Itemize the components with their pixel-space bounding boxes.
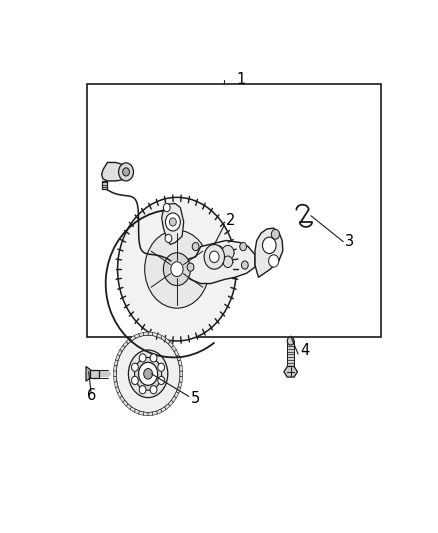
- Polygon shape: [102, 163, 130, 181]
- Circle shape: [223, 256, 233, 268]
- Polygon shape: [168, 400, 173, 406]
- Polygon shape: [123, 341, 128, 348]
- Text: 2: 2: [226, 213, 236, 228]
- Circle shape: [139, 386, 146, 394]
- Circle shape: [187, 263, 194, 271]
- Polygon shape: [179, 365, 183, 371]
- Polygon shape: [120, 345, 125, 352]
- Circle shape: [163, 204, 170, 212]
- Circle shape: [138, 362, 158, 385]
- Polygon shape: [139, 333, 144, 337]
- Circle shape: [212, 245, 224, 260]
- Circle shape: [271, 229, 279, 239]
- Circle shape: [131, 376, 138, 384]
- Circle shape: [150, 354, 157, 362]
- Polygon shape: [143, 412, 148, 416]
- Polygon shape: [90, 370, 99, 378]
- Polygon shape: [171, 396, 177, 402]
- Circle shape: [139, 354, 146, 362]
- Circle shape: [209, 251, 219, 263]
- Circle shape: [165, 235, 172, 243]
- Polygon shape: [116, 387, 120, 393]
- Text: 3: 3: [345, 234, 354, 249]
- Circle shape: [145, 230, 209, 308]
- Circle shape: [240, 243, 247, 251]
- Polygon shape: [174, 392, 179, 398]
- Polygon shape: [178, 382, 182, 388]
- Polygon shape: [117, 392, 122, 398]
- Polygon shape: [182, 240, 255, 284]
- Circle shape: [128, 350, 168, 398]
- Polygon shape: [113, 365, 117, 371]
- Text: 5: 5: [191, 391, 200, 406]
- Polygon shape: [130, 335, 135, 341]
- Polygon shape: [102, 181, 107, 189]
- Polygon shape: [126, 403, 131, 409]
- Polygon shape: [162, 204, 184, 245]
- Polygon shape: [171, 345, 177, 352]
- Circle shape: [204, 245, 224, 269]
- Circle shape: [192, 243, 199, 251]
- Polygon shape: [180, 371, 183, 377]
- Polygon shape: [143, 332, 148, 336]
- Polygon shape: [116, 354, 120, 361]
- Circle shape: [134, 358, 162, 390]
- Text: 4: 4: [300, 343, 309, 358]
- Polygon shape: [139, 411, 144, 415]
- Circle shape: [262, 237, 276, 254]
- Circle shape: [213, 256, 223, 268]
- Polygon shape: [177, 387, 181, 393]
- Polygon shape: [165, 403, 170, 409]
- Polygon shape: [123, 400, 128, 406]
- Circle shape: [123, 168, 130, 176]
- Polygon shape: [134, 409, 139, 414]
- Polygon shape: [255, 228, 283, 277]
- Circle shape: [241, 261, 248, 269]
- Circle shape: [268, 255, 279, 267]
- Polygon shape: [161, 407, 166, 412]
- Bar: [87, 84, 381, 337]
- Polygon shape: [114, 382, 118, 388]
- Circle shape: [222, 245, 234, 260]
- Circle shape: [116, 335, 180, 413]
- Polygon shape: [126, 338, 131, 344]
- Circle shape: [170, 218, 176, 226]
- Circle shape: [119, 163, 134, 181]
- Polygon shape: [284, 366, 297, 377]
- Polygon shape: [178, 360, 182, 366]
- Circle shape: [158, 376, 165, 384]
- Text: 1: 1: [237, 72, 246, 87]
- Polygon shape: [157, 409, 162, 414]
- Polygon shape: [148, 412, 153, 416]
- Polygon shape: [177, 354, 181, 361]
- Circle shape: [131, 363, 138, 372]
- Circle shape: [144, 368, 152, 379]
- Circle shape: [163, 253, 191, 286]
- Polygon shape: [168, 341, 173, 348]
- Circle shape: [287, 337, 294, 345]
- Polygon shape: [134, 334, 139, 338]
- Polygon shape: [86, 366, 90, 381]
- Polygon shape: [114, 360, 118, 366]
- Polygon shape: [152, 411, 157, 415]
- Polygon shape: [165, 338, 170, 344]
- Text: 6: 6: [87, 387, 96, 402]
- Polygon shape: [179, 376, 183, 382]
- Circle shape: [150, 386, 157, 394]
- Polygon shape: [174, 350, 179, 356]
- Polygon shape: [161, 335, 166, 341]
- Circle shape: [158, 363, 165, 372]
- Polygon shape: [120, 396, 125, 402]
- Polygon shape: [157, 334, 162, 338]
- Polygon shape: [130, 407, 135, 412]
- Polygon shape: [113, 371, 116, 377]
- Circle shape: [171, 262, 183, 277]
- Polygon shape: [113, 376, 117, 382]
- Polygon shape: [152, 333, 157, 337]
- Polygon shape: [117, 350, 122, 356]
- Circle shape: [117, 197, 237, 341]
- Polygon shape: [148, 332, 153, 336]
- Circle shape: [166, 213, 180, 231]
